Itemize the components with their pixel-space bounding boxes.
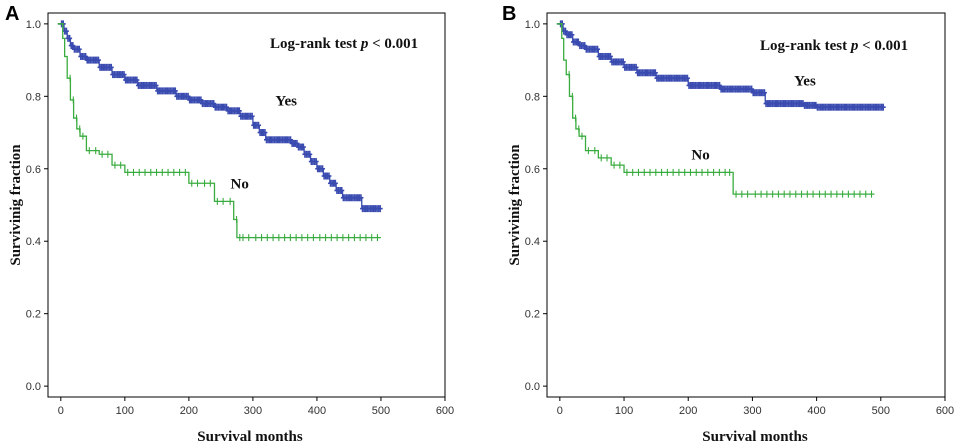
y-tick-label: 0.6 <box>26 164 41 176</box>
x-tick-label: 100 <box>116 405 134 417</box>
y-tick-label: 0.6 <box>525 164 540 176</box>
y-tick-label: 0.2 <box>525 309 540 321</box>
censor-marks <box>568 71 873 198</box>
log-rank-annotation: Log-rank test p < 0.001 <box>760 38 908 54</box>
plot-frame <box>47 12 446 398</box>
x-tick-label: 500 <box>372 405 390 417</box>
series-no: No <box>57 23 381 242</box>
censor-marks <box>558 20 886 111</box>
survival-curve <box>559 23 885 108</box>
x-axis-title: Survival months <box>197 429 303 445</box>
y-tick-label: 1.0 <box>525 19 540 31</box>
y-tick-label: 0.4 <box>26 236 41 248</box>
x-axis-title: Survival months <box>702 429 808 445</box>
panel-a: A 0 100 200 300 400 500 600 0.0 0.2 0.4 0.6 0.8 1.0 Su… <box>5 3 454 445</box>
censor-marks <box>69 74 378 242</box>
x-tick-label: 300 <box>244 405 262 417</box>
log-rank-annotation: Log-rank test p < 0.001 <box>270 36 418 52</box>
censor-marks <box>59 20 383 213</box>
series-label-no: No <box>691 148 709 164</box>
panel-letter: B <box>502 3 516 25</box>
x-tick-label: 400 <box>308 405 326 417</box>
y-tick-label: 0.2 <box>26 309 41 321</box>
x-tick-label: 600 <box>936 405 954 417</box>
series-label-no: No <box>230 177 248 193</box>
y-tick-label: 1.0 <box>26 19 41 31</box>
series-label-yes: Yes <box>275 93 297 109</box>
x-tick-label: 0 <box>557 405 563 417</box>
y-axis-title: Survivinig fraction <box>8 144 24 266</box>
y-tick-label: 0.8 <box>525 91 540 103</box>
x-tick-label: 500 <box>872 405 890 417</box>
panel-letter: A <box>5 3 19 25</box>
series-label-yes: Yes <box>794 73 816 89</box>
y-tick-label: 0.0 <box>26 381 41 393</box>
y-tick-label: 0.8 <box>26 91 41 103</box>
y-axis-title: Survivinig fraction <box>507 144 523 266</box>
y-tick-label: 0.4 <box>525 236 540 248</box>
x-tick-label: 0 <box>58 405 64 417</box>
panel-b: B 0 100 200 300 400 500 600 0.0 0.2 0.4 0.6 0.8 1.0 Su… <box>502 3 954 445</box>
x-tick-label: 400 <box>807 405 825 417</box>
series-no: No <box>556 23 875 198</box>
x-tick-label: 300 <box>743 405 761 417</box>
plot-frame <box>546 12 946 398</box>
series-yes: Yes <box>556 20 886 111</box>
x-tick-label: 100 <box>615 405 633 417</box>
series-yes: Yes <box>57 20 383 213</box>
x-tick-label: 600 <box>436 405 454 417</box>
y-tick-label: 0.0 <box>525 381 540 393</box>
x-tick-label: 200 <box>679 405 697 417</box>
x-tick-label: 200 <box>180 405 198 417</box>
survival-curve <box>60 23 381 239</box>
